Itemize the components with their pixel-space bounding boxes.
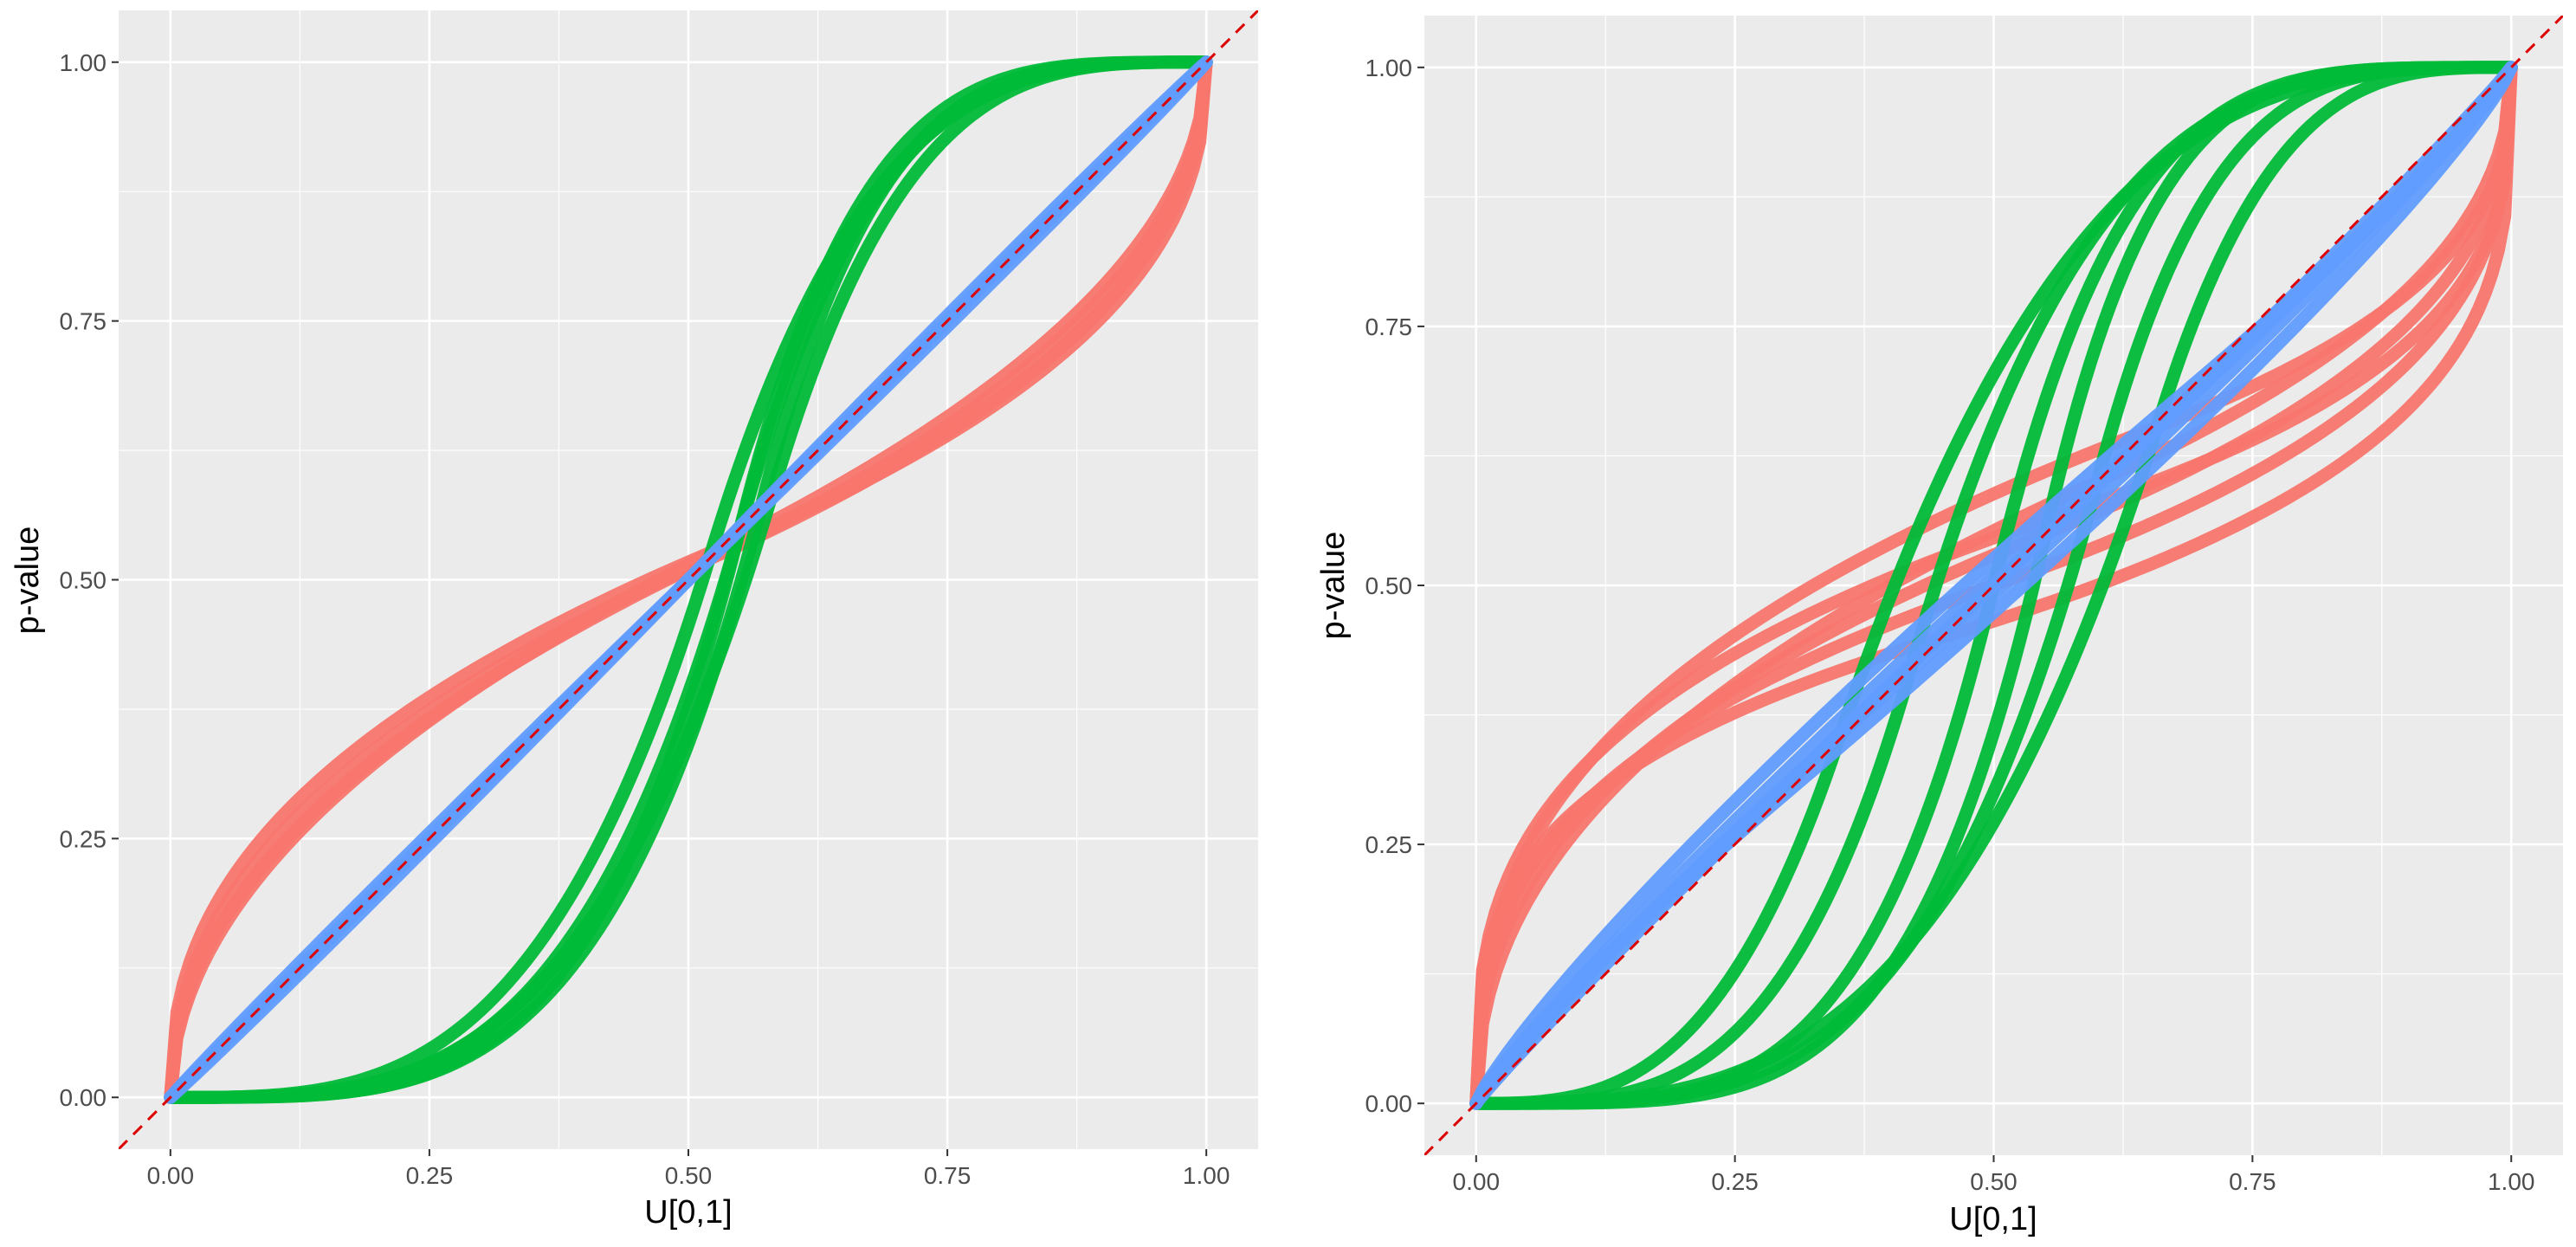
left-x-axis-title: U[0,1] [644, 1194, 732, 1231]
right-y-axis-title: p-value [1315, 532, 1352, 640]
left-series-red-4 [164, 55, 1213, 1104]
right-y-tick-label: 0.25 [1365, 831, 1413, 858]
left-x-tick-label: 0.50 [665, 1162, 713, 1189]
right-y-tick-label: 0.75 [1365, 313, 1413, 340]
right-series-blue-5 [1469, 61, 2518, 1110]
right-series-red-6 [1469, 61, 2518, 1110]
right-marks [1424, 16, 2563, 1155]
left-y-tick-label: 0.75 [60, 308, 107, 335]
left-x-tick-label: 0.75 [924, 1162, 972, 1189]
left-x-tick-label: 0.25 [406, 1162, 454, 1189]
right-x-tick-label: 1.00 [2488, 1168, 2535, 1195]
right-y-tick-label: 0.00 [1365, 1090, 1413, 1117]
left-panel: 0.00 0.25 0.50 0.75 1.00 0.00 0.25 0.50 0.75 1.00… [10, 10, 1258, 1231]
right-x-tick-label: 0.50 [1970, 1168, 2018, 1195]
right-x-tick-label: 0.25 [1711, 1168, 1759, 1195]
left-y-tick-label: 0.00 [60, 1084, 107, 1111]
right-x-axis-title: U[0,1] [1949, 1201, 2037, 1237]
right-x-tick-label: 0.00 [1453, 1168, 1501, 1195]
left-x-tick-label: 0.00 [147, 1162, 195, 1189]
left-x-tick-label: 1.00 [1183, 1162, 1230, 1189]
left-ticks: 0.00 0.25 0.50 0.75 1.00 0.00 0.25 0.50 0.75 1.00 [60, 49, 1230, 1189]
left-y-tick-label: 0.25 [60, 825, 107, 852]
right-series-green-6 [1469, 61, 2518, 1110]
right-y-tick-label: 0.50 [1365, 572, 1413, 599]
left-series-blue-3 [164, 55, 1213, 1104]
left-y-tick-label: 1.00 [60, 49, 107, 76]
left-y-axis-title: p-value [10, 527, 46, 635]
left-series-green-5 [164, 55, 1213, 1104]
right-panel: 0.00 0.25 0.50 0.75 1.00 0.00 0.25 0.50 0.75 1.00… [1315, 16, 2563, 1237]
right-x-tick-label: 0.75 [2229, 1168, 2276, 1195]
right-y-tick-label: 1.00 [1365, 55, 1413, 81]
right-ticks: 0.00 0.25 0.50 0.75 1.00 0.00 0.25 0.50 0.75 1.00 [1365, 55, 2535, 1195]
left-marks [119, 10, 1258, 1149]
left-y-tick-label: 0.50 [60, 567, 107, 594]
